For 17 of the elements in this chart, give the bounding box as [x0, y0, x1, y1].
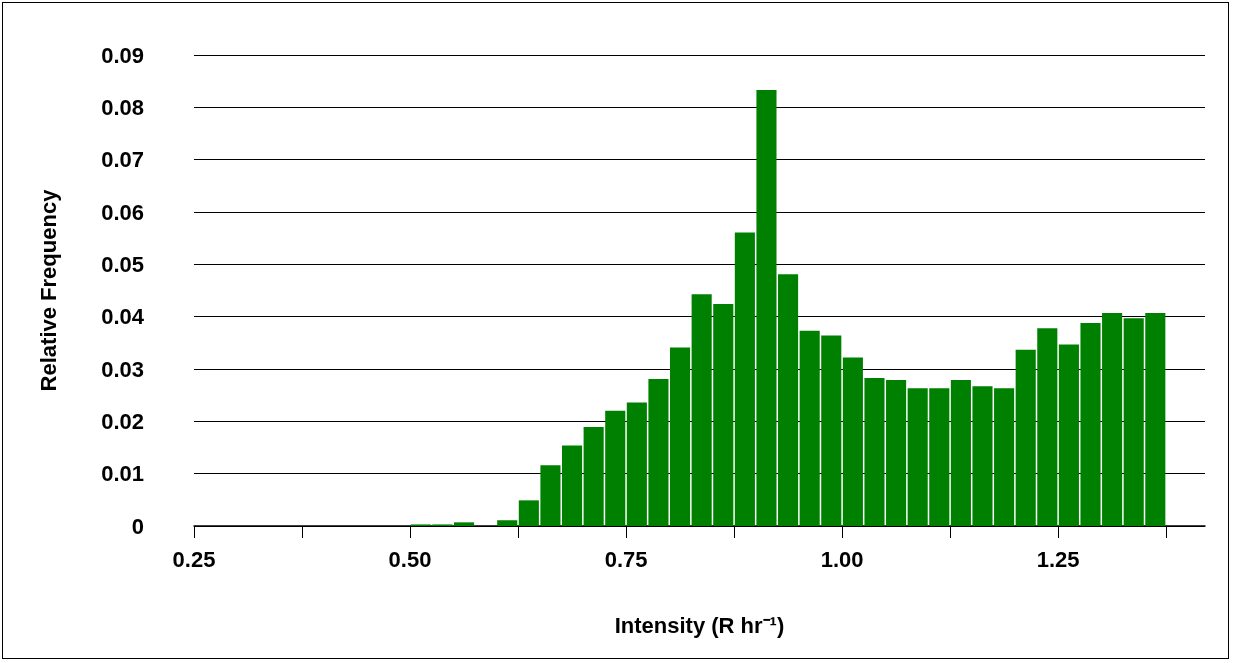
x-tick-label: 1.00	[820, 546, 864, 572]
x-tick-label: 0.75	[604, 546, 648, 572]
y-tick-label: 0.06	[101, 199, 144, 225]
y-tick-label: 0.01	[101, 461, 144, 487]
y-tick-label: 0.02	[101, 408, 144, 434]
x-tick-label: 1.25	[1036, 546, 1080, 572]
x-tick-label: 0.25	[172, 546, 216, 572]
y-tick-label: 0.08	[101, 94, 144, 120]
y-tick-label: 0.04	[101, 304, 145, 330]
x-tick-label: 0.50	[388, 546, 432, 572]
y-tick-label: 0.09	[101, 42, 144, 68]
y-tick-label: 0.03	[101, 356, 144, 382]
y-tick-label: 0.07	[101, 147, 144, 173]
y-axis-title: Relative Frequency	[35, 188, 61, 392]
x-axis-title: Intensity (R hr⁻¹)	[614, 612, 785, 638]
y-tick-label: 0.05	[101, 251, 144, 277]
y-tick-label: 0	[131, 513, 144, 539]
